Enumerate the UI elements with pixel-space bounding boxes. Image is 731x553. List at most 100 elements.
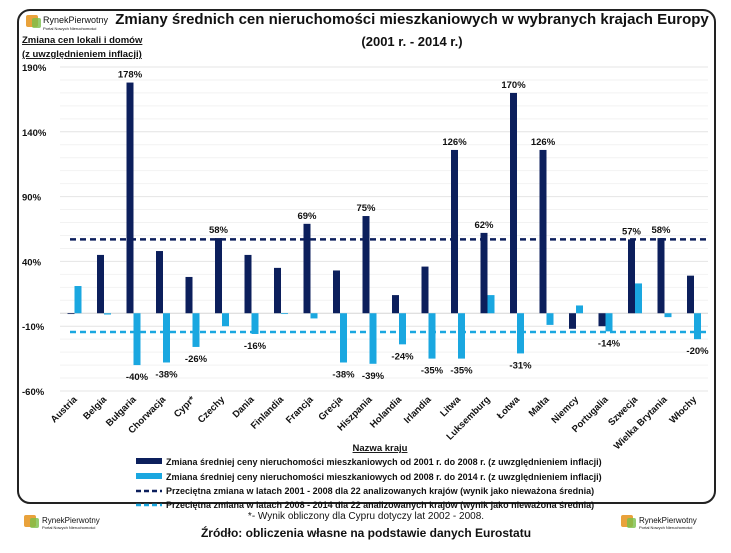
x-tick-label: Włochy: [667, 394, 699, 426]
bar-2008-2014: [222, 313, 229, 327]
x-tick-label: Belgia: [81, 394, 109, 422]
bar-2001-2008: [156, 251, 163, 314]
bar-2001-2008: [392, 295, 399, 314]
bar-2008-2014: [74, 286, 82, 314]
bar-2008-2014: [546, 313, 554, 325]
chart-title: Zmiany średnich cen nieruchomości mieszk…: [115, 11, 709, 28]
footnote: *- Wynik obliczony dla Cypru dotyczy lat…: [248, 511, 484, 522]
x-tick-label: Wielka Brytania: [612, 394, 670, 452]
bar-2001-2008: [126, 82, 134, 314]
bar-2008-2014: [340, 313, 347, 363]
source-note: Źródło: obliczenia własne na podstawie d…: [201, 525, 531, 540]
data-label: -38%: [155, 369, 178, 380]
x-tick-label: Litwa: [438, 394, 463, 419]
data-label: -35%: [450, 366, 473, 377]
bar-2001-2008: [97, 254, 104, 314]
data-label: -35%: [421, 366, 444, 377]
data-label: -24%: [391, 351, 414, 362]
logo-name: RynekPierwotny: [639, 516, 697, 525]
logo-name: RynekPierwotny: [43, 15, 109, 25]
x-tick-label: Francja: [284, 394, 316, 426]
x-tick-label: Dania: [231, 394, 258, 421]
y-axis-title-line1: Zmiana cen lokali i domów: [22, 35, 143, 46]
x-tick-label: Malta: [527, 394, 552, 419]
data-label: 69%: [297, 211, 317, 222]
bar-2008-2014: [133, 313, 141, 366]
bar-2008-2014: [487, 295, 495, 314]
bar-2008-2014: [664, 313, 672, 318]
data-label: 126%: [442, 137, 467, 148]
bar-2008-2014: [369, 313, 377, 364]
x-tick-label: Cypr*: [172, 394, 198, 420]
bar-2001-2008: [215, 238, 222, 314]
data-label: 58%: [651, 225, 671, 236]
bar-2008-2014: [694, 313, 701, 340]
y-tick-label: -60%: [22, 387, 45, 398]
y-tick-label: 40%: [22, 257, 42, 268]
data-label: -39%: [362, 371, 385, 382]
bar-2008-2014: [458, 313, 465, 359]
data-label: 62%: [474, 220, 494, 231]
bar-2001-2008: [539, 149, 547, 314]
data-label: -20%: [686, 346, 709, 357]
bar-2008-2014: [104, 313, 111, 315]
y-axis-title-line2: (z uwzględnieniem inflacji): [22, 49, 142, 60]
bar-2008-2014: [635, 283, 642, 314]
bar-2001-2008: [480, 232, 488, 314]
data-label: 170%: [501, 80, 526, 91]
x-tick-label: Finlandia: [249, 394, 287, 432]
bar-2008-2014: [251, 313, 259, 334]
bar-2001-2008: [421, 266, 429, 314]
y-tick-label: -10%: [22, 322, 45, 333]
bar-2008-2014: [281, 313, 288, 315]
data-label: 57%: [622, 226, 642, 237]
bar-2008-2014: [517, 313, 524, 354]
y-tick-label: 90%: [22, 193, 42, 204]
bar-2001-2008: [67, 313, 75, 315]
logo-bottom-right: RynekPierwotny Portal Nowych Nieruchomoś…: [621, 515, 697, 530]
x-tick-label: Łotwa: [495, 394, 523, 422]
legend-label-series-1: Zmiana średniej ceny nieruchomości miesz…: [166, 457, 602, 467]
y-tick-label: 140%: [22, 128, 47, 139]
data-label: 75%: [356, 203, 376, 214]
data-label: 126%: [531, 137, 556, 148]
bar-2001-2008: [598, 313, 606, 327]
bar-2001-2008: [274, 267, 281, 314]
bar-2001-2008: [303, 223, 311, 314]
bar-2001-2008: [362, 216, 370, 314]
legend: Zmiana średniej ceny nieruchomości miesz…: [136, 457, 602, 510]
data-label: -38%: [332, 369, 355, 380]
legend-swatch-series-2: [136, 473, 162, 479]
bar-2001-2008: [244, 254, 252, 314]
logo-bottom-left: RynekPierwotny Portal Nowych Nieruchomoś…: [24, 515, 100, 530]
data-label: 58%: [209, 225, 229, 236]
logo-tagline: Portal Nowych Nieruchomości: [43, 26, 96, 31]
data-label: -16%: [244, 341, 267, 352]
logo-top: RynekPierwotny Portal Nowych Nieruchomoś…: [26, 15, 109, 31]
data-label: 178%: [118, 70, 143, 81]
bar-2008-2014: [163, 313, 170, 363]
bar-2001-2008: [687, 275, 694, 314]
bar-2008-2014: [310, 313, 318, 319]
logo-tagline: Portal Nowych Nieruchomości: [639, 525, 692, 530]
bar-2001-2008: [185, 276, 193, 314]
x-tick-label: Irlandia: [402, 394, 434, 426]
x-axis-title: Nazwa kraju: [353, 443, 408, 454]
x-tick-label: Czechy: [196, 394, 228, 426]
data-label: -31%: [509, 360, 532, 371]
legend-label-avg-1: Przeciętna zmiana w latach 2001 - 2008 d…: [166, 486, 594, 496]
logo-tagline: Portal Nowych Nieruchomości: [42, 525, 95, 530]
bar-2008-2014: [192, 313, 200, 347]
bar-2001-2008: [569, 313, 576, 329]
legend-label-avg-2: Przeciętna zmiana w latach 2008 - 2014 d…: [166, 500, 594, 510]
bar-2001-2008: [628, 239, 635, 314]
chart-frame: [17, 9, 716, 504]
bar-2001-2008: [657, 238, 665, 314]
bar-2001-2008: [510, 92, 517, 314]
bar-2001-2008: [451, 149, 458, 314]
bar-2008-2014: [576, 305, 583, 314]
bar-2008-2014: [605, 313, 613, 332]
bar-2008-2014: [428, 313, 436, 359]
bar-2001-2008: [333, 270, 340, 314]
